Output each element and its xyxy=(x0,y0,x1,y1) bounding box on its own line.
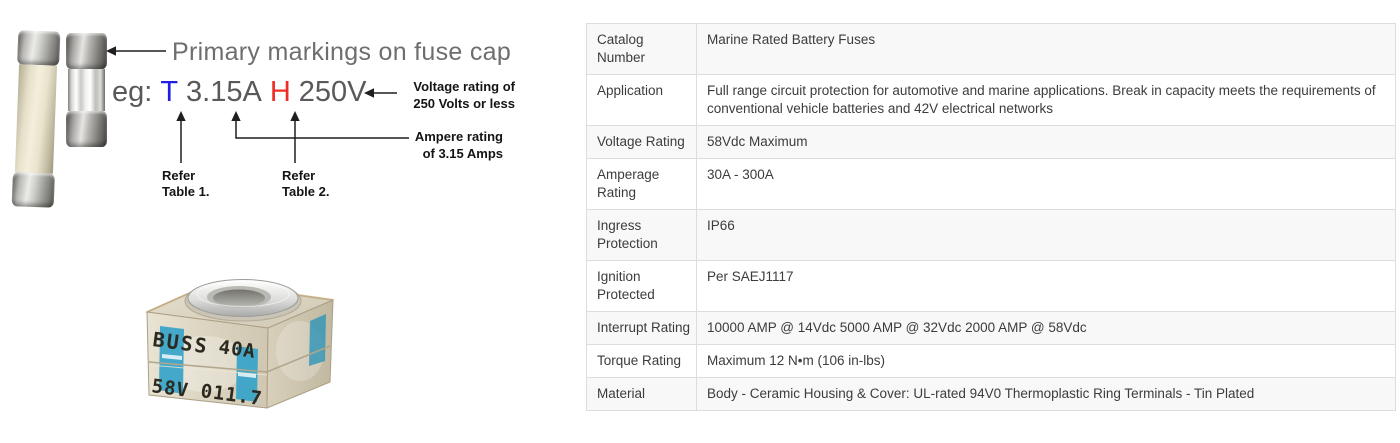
voltage-rating-callout: Voltage rating of 250 Volts or less xyxy=(413,79,515,111)
fuse-cap-bottom xyxy=(66,111,107,147)
fuse-cap-top xyxy=(66,33,107,69)
mrbf-product-photo: BUSS 40A 58V 011.7 xyxy=(145,279,335,410)
table-row: Material Body - Ceramic Housing & Cover: … xyxy=(586,377,1396,411)
table-row: Ignition Protected Per SAEJ1117 xyxy=(586,260,1396,312)
spec-value: Full range circuit protection for automo… xyxy=(696,74,1396,126)
spec-label: Application xyxy=(586,74,697,126)
spec-label: Ignition Protected xyxy=(586,260,697,312)
ring-highlight xyxy=(196,281,290,307)
up-arrowhead-icon xyxy=(231,111,241,121)
ampere-rating-callout: Ampere rating of 3.15 Amps xyxy=(414,129,503,161)
refer-table1-label: Refer Table 1. xyxy=(162,168,210,199)
example-voltage-code: H xyxy=(269,76,291,108)
spec-label: Material xyxy=(586,377,697,411)
example-ampere: 3.15A xyxy=(186,76,262,108)
spec-label: Catalog Number xyxy=(586,23,697,75)
spec-value: Body - Ceramic Housing & Cover: UL-rated… xyxy=(696,377,1396,411)
example-voltage: 250V xyxy=(298,76,367,108)
housing-seam xyxy=(148,345,331,373)
up-arrowhead-icon xyxy=(176,111,186,121)
spec-label: Ingress Protection xyxy=(586,209,697,261)
primary-markings-note: Primary markings on fuse cap xyxy=(172,38,512,66)
example-prefix: eg: xyxy=(112,76,153,108)
glass-fuse-image xyxy=(66,33,107,147)
spec-value: 58Vdc Maximum xyxy=(696,125,1396,159)
spec-value: Per SAEJ1117 xyxy=(696,260,1396,312)
example-marking-line: eg: T 3.15A H 250V xyxy=(112,76,367,109)
plastic-reflection xyxy=(163,336,247,392)
left-arrowhead-icon xyxy=(106,46,116,56)
spec-value: Marine Rated Battery Fuses xyxy=(696,23,1396,75)
spec-value: 10000 AMP @ 14Vdc 5000 AMP @ 32Vdc 2000 … xyxy=(696,311,1396,345)
spec-label: Voltage Rating xyxy=(586,125,697,159)
table-row: Catalog Number Marine Rated Battery Fuses xyxy=(586,23,1396,75)
spec-table-body: Catalog Number Marine Rated Battery Fuses… xyxy=(586,23,1396,411)
refer-table2-label: Refer Table 2. xyxy=(282,168,330,199)
table-row: Application Full range circuit protection… xyxy=(586,74,1396,126)
diagram-arrows xyxy=(106,46,409,163)
table-row: Ingress Protection IP66 xyxy=(586,209,1396,261)
mrbf-volt-marking: 58V xyxy=(150,375,190,402)
spec-label: Amperage Rating xyxy=(586,158,697,210)
table-row: Voltage Rating 58Vdc Maximum xyxy=(586,125,1396,159)
spec-value: Maximum 12 N•m (106 in-lbs) xyxy=(696,344,1396,378)
table-row: Torque Rating Maximum 12 N•m (106 in-lbs) xyxy=(586,344,1396,378)
spec-value: IP66 xyxy=(696,209,1396,261)
housing-seam-highlight xyxy=(148,364,268,376)
example-type-code: T xyxy=(160,76,179,108)
stripe-clip xyxy=(162,354,182,360)
table-row: Amperage Rating 30A - 300A xyxy=(586,158,1396,210)
ring-hole xyxy=(213,289,265,307)
left-arrowhead-icon xyxy=(364,88,374,98)
spec-label: Torque Rating xyxy=(586,344,697,378)
mrbf-amp-marking: 40A xyxy=(217,336,257,363)
spec-value: 30A - 300A xyxy=(696,158,1396,210)
ampere-callout-arrow-line xyxy=(235,120,409,139)
blue-stripe-side xyxy=(309,314,326,366)
spec-table: Catalog Number Marine Rated Battery Fuses… xyxy=(586,23,1396,411)
blue-stripe-left xyxy=(159,326,184,394)
up-arrowhead-icon xyxy=(290,111,300,121)
table-row: Interrupt Rating 10000 AMP @ 14Vdc 5000 A… xyxy=(586,311,1396,345)
fuse-body xyxy=(68,69,105,111)
spec-label: Interrupt Rating xyxy=(586,311,697,345)
